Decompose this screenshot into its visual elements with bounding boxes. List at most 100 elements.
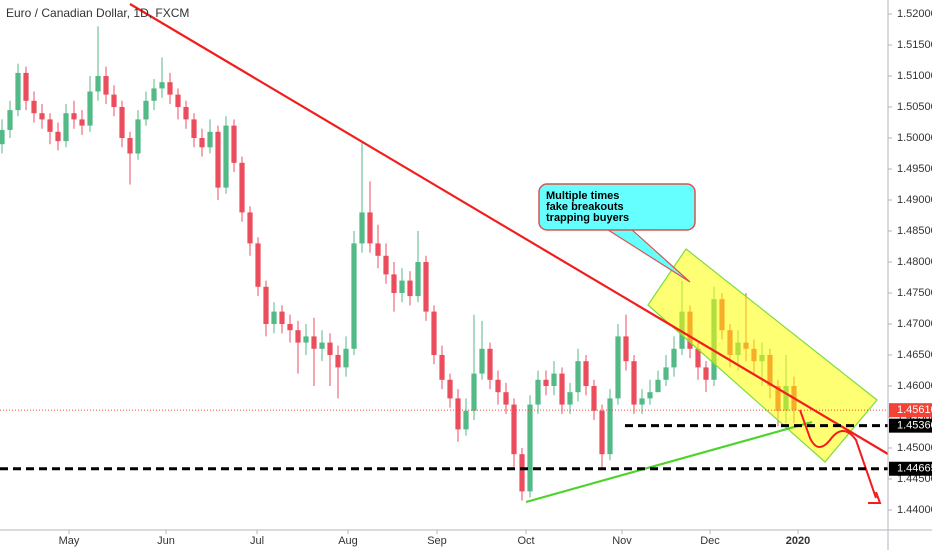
candle-body bbox=[495, 379, 501, 393]
price-label: 1.45610 bbox=[897, 404, 932, 416]
candle-body bbox=[375, 243, 381, 256]
price-label: 1.45360 bbox=[897, 420, 932, 432]
candle-body bbox=[199, 138, 205, 148]
y-tick-label: 1.47000 bbox=[897, 318, 932, 330]
candle-body bbox=[263, 286, 269, 324]
candle-body bbox=[447, 379, 453, 399]
candle-body bbox=[207, 131, 213, 148]
x-tick-label: Jun bbox=[157, 535, 175, 547]
candle-body bbox=[103, 76, 109, 95]
candle-body bbox=[415, 261, 421, 297]
candle-body bbox=[191, 119, 197, 139]
chart-title: Euro / Canadian Dollar, 1D, FXCM bbox=[6, 6, 189, 20]
x-tick-label: Dec bbox=[700, 535, 720, 547]
candle-body bbox=[295, 330, 301, 343]
candle-body bbox=[127, 138, 133, 154]
candle-body bbox=[279, 311, 285, 324]
price-label-box bbox=[889, 461, 932, 476]
candle-body bbox=[519, 454, 525, 492]
trend-line bbox=[129, 3, 889, 455]
callout-text: fake breakouts bbox=[546, 201, 624, 213]
candle-body bbox=[343, 348, 349, 368]
y-tick-label: 1.47500 bbox=[897, 287, 932, 299]
candle-body bbox=[383, 255, 389, 275]
candle-body bbox=[623, 336, 629, 362]
candle-body bbox=[423, 261, 429, 312]
candle-body bbox=[351, 243, 357, 349]
price-label: 1.44665 bbox=[897, 463, 932, 475]
callout-text: trapping buyers bbox=[546, 212, 629, 224]
y-tick-label: 1.49000 bbox=[897, 194, 932, 206]
candle-body bbox=[407, 280, 413, 297]
candle-body bbox=[575, 361, 581, 393]
y-tick-label: 1.44000 bbox=[897, 504, 932, 516]
projection-arrow bbox=[799, 409, 877, 499]
candle-body bbox=[55, 131, 61, 142]
candle-body bbox=[167, 82, 173, 95]
candle-body bbox=[439, 354, 445, 380]
x-tick-label: 2020 bbox=[786, 535, 810, 547]
y-tick-label: 1.44500 bbox=[897, 473, 932, 485]
candle-body bbox=[663, 367, 669, 380]
candle-body bbox=[671, 348, 677, 368]
candle-body bbox=[143, 100, 149, 120]
candle-body bbox=[31, 100, 37, 114]
x-tick-label: Jul bbox=[250, 535, 264, 547]
axes: 1.440001.445001.450001.455001.460001.465… bbox=[0, 8, 932, 547]
candle-body bbox=[231, 125, 237, 163]
candle-body bbox=[223, 125, 229, 188]
candle-body bbox=[559, 373, 565, 405]
candle-body bbox=[239, 162, 245, 213]
candle-body bbox=[479, 348, 485, 374]
candle-body bbox=[567, 392, 573, 405]
x-tick-label: Oct bbox=[517, 535, 534, 547]
candle-body bbox=[639, 398, 645, 405]
candle-body bbox=[431, 311, 437, 355]
candle-body bbox=[607, 398, 613, 455]
candle-body bbox=[615, 336, 621, 399]
y-tick-label: 1.45000 bbox=[897, 442, 932, 454]
channel bbox=[647, 248, 878, 463]
candle-body bbox=[23, 72, 29, 101]
candle-body bbox=[47, 119, 53, 132]
price-label-box bbox=[889, 418, 932, 433]
y-tick-label: 1.46000 bbox=[897, 380, 932, 392]
candle-body bbox=[287, 323, 293, 331]
candle-body bbox=[399, 280, 405, 293]
candle-body bbox=[79, 119, 85, 126]
candle-body bbox=[591, 385, 597, 411]
candle-body bbox=[135, 119, 141, 154]
candle-body bbox=[111, 94, 117, 108]
candle-body bbox=[95, 76, 101, 92]
candle-body bbox=[511, 404, 517, 455]
candle-body bbox=[151, 88, 157, 101]
y-tick-label: 1.48500 bbox=[897, 225, 932, 237]
callout-text: Multiple times bbox=[546, 190, 619, 202]
candle-body bbox=[247, 212, 253, 244]
candle-body bbox=[215, 131, 221, 188]
candle-body bbox=[271, 311, 277, 324]
candle-body bbox=[39, 113, 45, 120]
candle-body bbox=[655, 379, 661, 393]
y-tick-label: 1.46500 bbox=[897, 349, 932, 361]
candle-body bbox=[455, 398, 461, 430]
candle-body bbox=[503, 392, 509, 405]
candle-body bbox=[599, 410, 605, 455]
candle-body bbox=[0, 129, 5, 145]
candle-body bbox=[391, 274, 397, 293]
y-tick-label: 1.48000 bbox=[897, 256, 932, 268]
candle-body bbox=[583, 361, 589, 386]
candle-body bbox=[175, 94, 181, 108]
x-tick-label: Aug bbox=[338, 535, 358, 547]
candle-body bbox=[183, 107, 189, 120]
y-tick-label: 1.52000 bbox=[897, 8, 932, 20]
y-tick-label: 1.49500 bbox=[897, 163, 932, 175]
candle-body bbox=[695, 348, 701, 368]
candle-body bbox=[463, 410, 469, 430]
price-label-box bbox=[889, 403, 932, 418]
candle-body bbox=[319, 342, 325, 349]
candle-body bbox=[471, 373, 477, 411]
support-line bbox=[525, 420, 813, 504]
